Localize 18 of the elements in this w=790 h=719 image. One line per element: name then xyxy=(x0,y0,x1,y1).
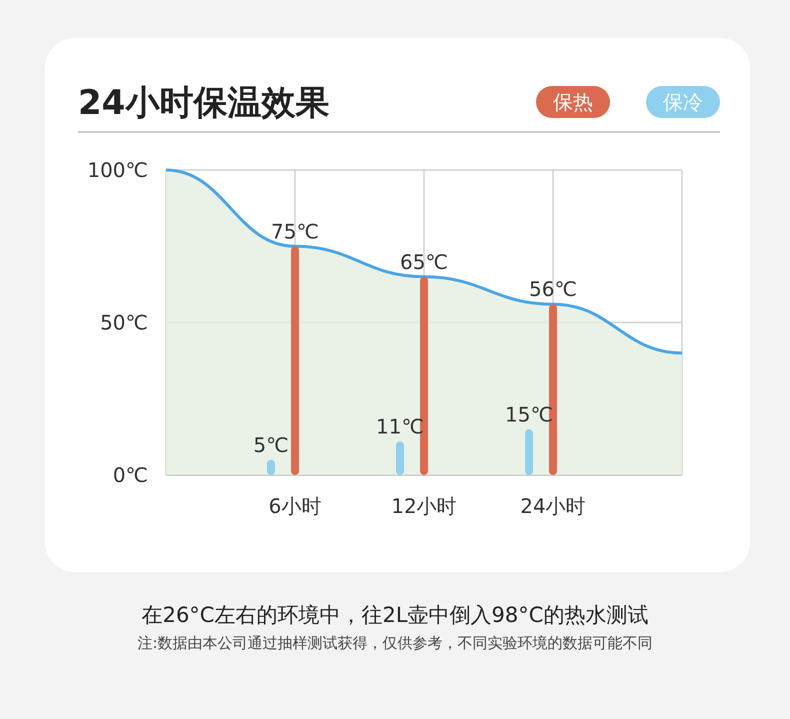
x-tick-label: 6小时 xyxy=(268,494,322,518)
text: 在26°C左右的环境中，往2L壶中倒入98°C的热水测试 xyxy=(142,603,648,627)
x-tick-label: 24小时 xyxy=(520,494,586,518)
bar xyxy=(291,246,299,475)
data-label: 75℃ xyxy=(271,219,319,244)
data-label: 5℃ xyxy=(253,432,289,457)
x-tick-label: 12小时 xyxy=(391,494,457,518)
chart-title: 24小时保温效果 xyxy=(78,83,330,123)
bar xyxy=(525,429,533,475)
data-label: 56℃ xyxy=(529,277,577,302)
legend-item: 保热 xyxy=(536,86,610,118)
y-tick-label: 50℃ xyxy=(100,310,148,334)
legend-item: 保冷 xyxy=(646,86,720,118)
y-tick-label: 0℃ xyxy=(112,463,148,487)
text: 注:数据由本公司通过抽样测试获得，仅供参考，不同实验环境的数据可能不同 xyxy=(137,634,653,652)
bar xyxy=(396,441,404,475)
y-tick-label: 100℃ xyxy=(87,158,148,182)
data-label: 65℃ xyxy=(400,250,448,274)
